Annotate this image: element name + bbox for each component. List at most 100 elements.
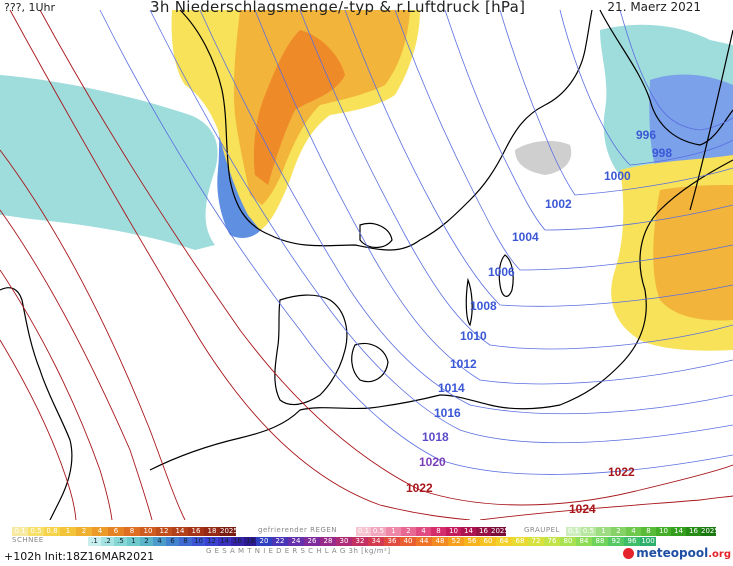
legend-swatch: 22 <box>272 537 288 546</box>
isobar-line <box>254 9 733 385</box>
legend-swatch: 0.5 <box>581 527 596 536</box>
lake-vanern <box>359 222 393 249</box>
legend-swatch: .2 <box>101 537 114 546</box>
logo-icon <box>623 548 635 559</box>
legend-swatch: 68 <box>512 537 528 546</box>
forecast-date: 21. Maerz 2021 <box>607 0 701 14</box>
isobar-line <box>499 9 733 196</box>
legend-swatch: 2025+ <box>220 527 236 536</box>
meteopool-logo[interactable]: meteopool.org <box>623 546 731 560</box>
isobar-label-1022-a: 1022 <box>406 481 433 495</box>
isobar-label-1022-b: 1022 <box>608 465 635 479</box>
legend-swatch: 14 <box>172 527 188 536</box>
isobar-label-1014: 1014 <box>438 381 465 395</box>
legend-swatch: 16 <box>231 537 244 546</box>
legend-swatch: 6 <box>166 537 179 546</box>
rain-mid-north <box>233 10 410 205</box>
coast-zealand <box>351 342 389 383</box>
legend-swatch: 72 <box>528 537 544 546</box>
legend-swatch: 4 <box>416 527 431 536</box>
legend-swatch: 2025+ <box>491 527 506 536</box>
snow-area-west <box>0 75 218 250</box>
legend-swatch: 12 <box>205 537 218 546</box>
logo-tld: .org <box>708 549 731 560</box>
front-line <box>689 29 733 211</box>
legend-swatch: 8 <box>124 527 140 536</box>
legend-swatch: 20 <box>256 537 272 546</box>
legend-swatch: 1 <box>127 537 140 546</box>
coast-denmark <box>274 294 348 406</box>
isobar-labels: 996 998 1000 1002 1004 1006 1008 1010 10… <box>406 128 672 516</box>
legend-swatch: 36 <box>384 537 400 546</box>
island-oland <box>465 277 473 327</box>
legend-swatch: 10 <box>140 527 156 536</box>
isobar-line <box>479 495 733 520</box>
legend-swatch: 10 <box>656 527 671 536</box>
island-gotland <box>498 254 514 297</box>
legend-swatch: 18 <box>204 527 220 536</box>
isobar-line <box>9 9 471 520</box>
coast-uk <box>0 287 73 520</box>
isobar-label-998: 998 <box>652 146 672 160</box>
legend-total-label: G E S A M T N I E D E R S C H L A G 3h [… <box>206 547 391 555</box>
isobar-label-996: 996 <box>636 128 656 142</box>
legend-swatch: 1 <box>386 527 401 536</box>
legend-swatch: 10 <box>446 527 461 536</box>
legend-swatch: 26 <box>304 537 320 546</box>
legend-swatch: 0.1 <box>566 527 581 536</box>
legend-total-scale: 20 22 24 26 28 30 32 34 36 40 44 48 52 56 60 64 68 72 76 80… <box>256 537 656 546</box>
isobar-line <box>0 209 153 520</box>
legend-swatch: 4 <box>92 527 108 536</box>
map-canvas: 996 998 1000 1002 1004 1006 1008 1010 10… <box>0 9 733 520</box>
legend-swatch: .5 <box>114 537 127 546</box>
legend-swatch: 8 <box>641 527 656 536</box>
isobar-label-1006: 1006 <box>488 265 515 279</box>
isobar-label-1000: 1000 <box>604 169 631 183</box>
legend-swatch: 84 <box>576 537 592 546</box>
legend-swatch: 48 <box>432 537 448 546</box>
isobar-line <box>199 9 733 415</box>
legend-swatch: 14 <box>218 537 231 546</box>
isobar-line <box>619 9 733 131</box>
legend-swatch: 4 <box>153 537 166 546</box>
legend-swatch: 1 <box>596 527 611 536</box>
legend-freezing-rain-label: gefrierender REGEN <box>258 526 338 534</box>
legend-swatch: 16 <box>476 527 491 536</box>
legend-swatch: 64 <box>496 537 512 546</box>
legend-swatch: 0.1 <box>12 527 28 536</box>
isobar-line <box>39 9 733 506</box>
coast-baltic-east <box>439 159 733 410</box>
legend-graupel-label: GRAUPEL <box>524 526 560 534</box>
isobar-label-1002: 1002 <box>545 197 572 211</box>
legend-swatch: 0.5 <box>28 527 44 536</box>
isobar-label-1018: 1018 <box>422 430 449 444</box>
isobar-line <box>299 9 733 350</box>
legend-swatch: 2 <box>76 527 92 536</box>
legend-swatch: 92 <box>608 537 624 546</box>
legend-swatch: 34 <box>368 537 384 546</box>
legend-swatch: 32 <box>352 537 368 546</box>
legend-swatch: 96 <box>624 537 640 546</box>
legend-swatch: 14 <box>671 527 686 536</box>
isobar-line <box>444 9 733 231</box>
legend-graupel-scale: 0.10.512481014162025+ <box>566 527 716 536</box>
isobar-line <box>99 9 733 475</box>
legend-swatch: 0.1 <box>356 527 371 536</box>
isobar-line <box>0 339 77 520</box>
legend-swatch: 40 <box>400 537 416 546</box>
legend-swatch: 14 <box>461 527 476 536</box>
isobar-line <box>344 9 733 307</box>
init-time: +102h Init:18Z16MAR2021 <box>4 550 155 563</box>
legend-swatch: 80 <box>560 537 576 546</box>
legend-swatch: 52 <box>448 537 464 546</box>
legend-swatch: 18 <box>244 537 257 546</box>
legend-swatch: 44 <box>416 537 432 546</box>
legend-freezing-rain-scale: 0.10.512481014162025+ <box>356 527 506 536</box>
coast-germany <box>149 394 441 471</box>
legend-swatch: 16 <box>686 527 701 536</box>
legend-swatch: 28 <box>320 537 336 546</box>
coast-norway-sweden <box>179 9 593 251</box>
legend-swatch: 1 <box>60 527 76 536</box>
